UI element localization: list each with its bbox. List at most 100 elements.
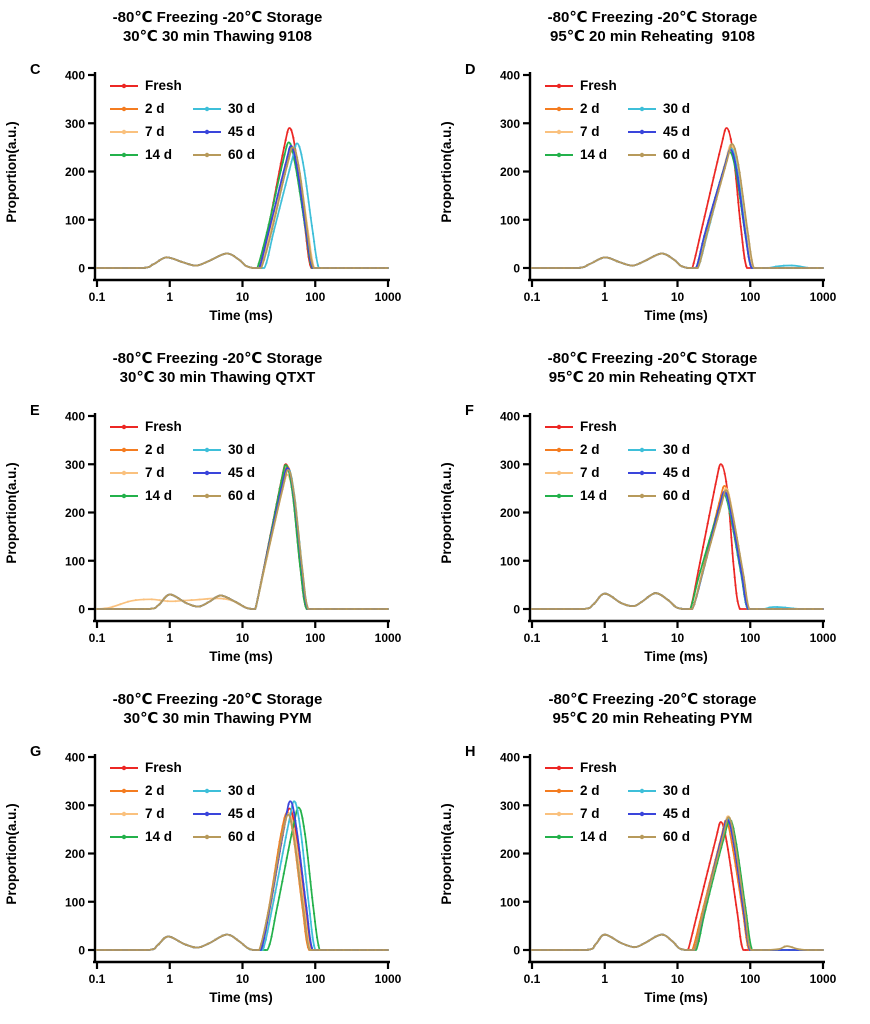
series-point [691,932,694,935]
series-point [697,908,700,911]
x-tick-label: 100 [740,972,760,986]
series-point [739,179,742,182]
series-point [725,492,728,495]
series-point [286,131,289,134]
legend-marker-2 d [121,447,127,453]
series-point [278,848,281,851]
x-tick-label: 1000 [375,972,402,986]
series-point [267,243,270,246]
series-point [640,943,643,946]
series-point [326,948,329,952]
series-point [719,845,722,848]
series-point [376,266,379,270]
series-point [282,191,285,194]
series-point [787,607,791,611]
series-point [538,948,542,952]
series-point [647,939,650,942]
series-point [562,266,566,270]
series-point [297,843,300,846]
series-point [654,935,657,938]
series-markers-2 d [95,147,386,270]
y-tick-label: 400 [500,751,520,765]
series-point [742,576,745,579]
panel-H: -80℃ Freezing -20℃ storage 95℃ 20 min Reh… [435,682,870,1024]
x-tick-label: 10 [671,290,685,304]
series-point [119,948,123,952]
legend-marker-7 d [556,470,562,476]
series-point [289,816,292,819]
series-point [695,595,698,598]
legend-marker-14 d [121,152,127,158]
series-point [289,471,292,474]
series-point [746,935,749,938]
series-point [711,498,714,502]
series-point [384,266,387,270]
series-point [270,217,273,220]
series-point [289,149,292,152]
series-point [737,201,740,204]
series-point [177,940,180,943]
series-point [730,824,733,827]
series-point [741,216,745,219]
series-point [272,200,276,203]
series-point [699,250,702,253]
series-point [733,521,736,524]
series-point [312,944,316,947]
legend-marker-45 d [204,811,210,817]
series-point [286,155,289,158]
series-point [697,940,700,943]
series-point [214,938,217,941]
series-point [268,922,271,926]
series-point [259,264,262,267]
series-point [705,207,708,210]
series-markers-30 d [95,145,389,270]
series-point [688,948,691,952]
series-markers-14 d [95,464,385,611]
series-point [313,607,316,611]
series-point [739,935,742,938]
series-point [304,873,307,876]
series-point [270,238,273,241]
series-point [337,607,340,611]
legend-marker-Fresh [556,424,562,430]
series-point [699,231,703,234]
series-point [266,930,269,933]
series-line-7 d [531,487,824,610]
y-axis-title: Proportion(a.u.) [4,462,19,563]
series-point [705,227,708,230]
series-point [119,266,123,270]
series-point [302,825,305,828]
series-point [300,180,303,183]
x-tick-label: 1000 [375,290,402,304]
series-point [653,255,656,258]
series-point [660,252,663,255]
panel-title-line1: -80℃ Freezing -20℃ Storage [547,350,758,367]
series-point [711,204,715,207]
series-point [309,216,312,219]
series-point [360,266,363,270]
y-tick-label: 300 [65,117,85,131]
series-point [739,200,743,203]
series-point [530,948,534,952]
series-point [735,185,738,188]
series-point [646,596,649,599]
legend-marker-7 d [556,129,562,135]
series-point [297,871,300,874]
x-tick-label: 100 [305,631,325,645]
series-point [562,607,566,611]
legend-label-7 d: 7 d [145,124,165,139]
y-tick-label: 100 [500,895,520,909]
legend-label-14 d: 14 d [580,488,607,503]
series-point [239,259,242,262]
legend-label-Fresh: Fresh [145,760,182,775]
series-point [742,587,745,590]
series-point [103,607,107,611]
series-point [191,604,194,607]
legend-marker-30 d [204,788,210,794]
series-point [701,242,704,245]
y-tick-label: 100 [500,554,520,568]
series-markers-30 d [95,801,384,952]
legend-marker-45 d [639,470,645,476]
legend-marker-2 d [556,788,562,794]
series-point [593,602,596,605]
